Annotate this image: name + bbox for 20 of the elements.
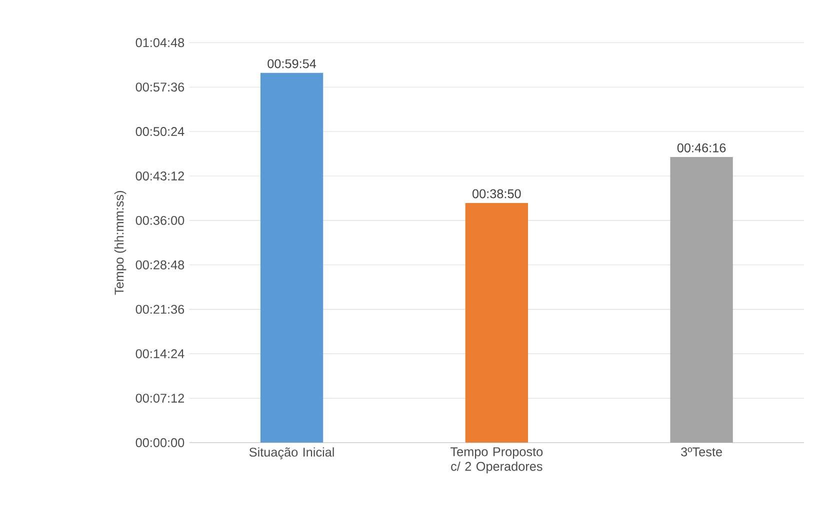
data-label: 00:46:16: [677, 143, 726, 152]
y-tick-label: 00:14:24: [136, 349, 184, 358]
y-tick-label: 00:00:00: [136, 438, 184, 448]
data-label: 00:38:50: [472, 189, 521, 198]
y-tick-label: 00:50:24: [136, 127, 184, 136]
y-tick-label: 00:57:36: [136, 82, 184, 92]
y-tick-label: 00:07:12: [136, 394, 184, 403]
y-tick-label: 00:43:12: [136, 172, 184, 180]
data-label: 00:59:54: [268, 59, 316, 68]
y-tick-label: 00:36:00: [136, 216, 184, 225]
bar: [465, 202, 528, 443]
y-tick-label: 00:21:36: [136, 304, 184, 314]
x-tick-label: 3ºTeste: [681, 447, 722, 456]
y-axis-title: Tempo (hh:mm:ss): [114, 191, 126, 295]
bar: [670, 157, 733, 443]
bar: [260, 72, 324, 443]
y-tick-label: 01:04:48: [136, 38, 184, 48]
y-tick-label: 00:28:48: [136, 260, 184, 270]
x-tick-label: Tempo Proposto c/ 2 Operadores: [450, 447, 543, 474]
x-tick-label: Situação Inicial: [249, 447, 334, 460]
